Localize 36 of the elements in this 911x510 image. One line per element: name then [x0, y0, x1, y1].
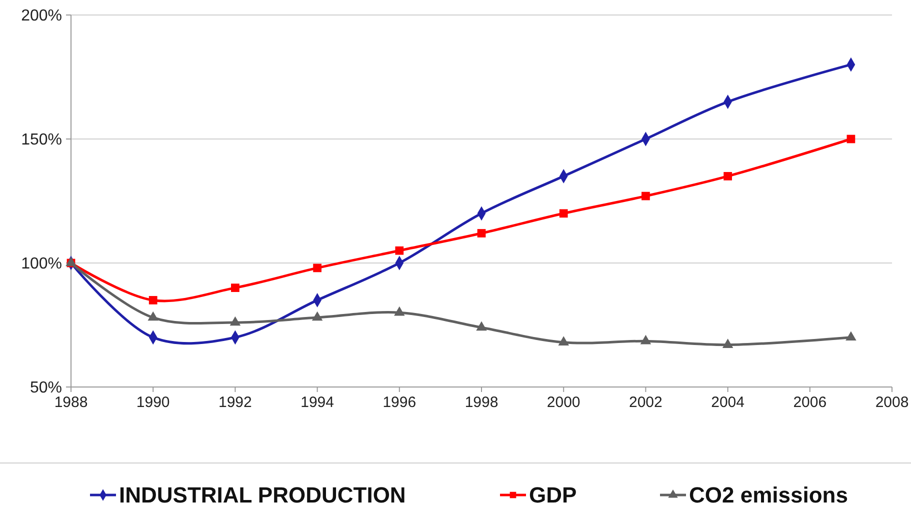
point — [148, 311, 158, 321]
point — [230, 316, 241, 326]
x-tick-label: 2006 — [793, 394, 827, 411]
legend-label: INDUSTRIAL PRODUCTION — [119, 482, 406, 508]
point — [313, 264, 322, 272]
y-tick-label: 50% — [30, 380, 62, 397]
y-tick-label: 100% — [21, 256, 62, 273]
y-tick-label: 200% — [21, 8, 62, 25]
point — [312, 311, 323, 321]
x-tick-label: 1998 — [464, 394, 498, 411]
x-tick-label: 1988 — [54, 394, 88, 411]
point — [642, 192, 650, 200]
point — [846, 331, 856, 340]
legend-label: CO2 emissions — [689, 482, 848, 508]
x-tick-label: 2002 — [629, 394, 662, 411]
point — [231, 284, 240, 292]
point — [477, 229, 486, 238]
point — [559, 209, 568, 218]
x-tick-label: 2008 — [875, 394, 909, 411]
point — [846, 134, 856, 144]
point — [722, 338, 734, 348]
x-tick-label: 2000 — [546, 394, 580, 411]
point — [395, 246, 404, 255]
point — [394, 306, 405, 316]
point — [476, 321, 487, 331]
point — [558, 336, 569, 346]
y-tick-label: 150% — [21, 132, 62, 149]
point — [148, 296, 158, 304]
point — [640, 334, 652, 344]
x-tick-label: 1996 — [382, 394, 416, 411]
legend-label: GDP — [529, 482, 577, 508]
x-tick-label: 1990 — [136, 394, 170, 411]
x-tick-label: 2004 — [711, 394, 744, 411]
x-tick-label: 1992 — [218, 394, 252, 411]
x-tick-label: 1994 — [300, 394, 334, 411]
point — [724, 172, 732, 180]
